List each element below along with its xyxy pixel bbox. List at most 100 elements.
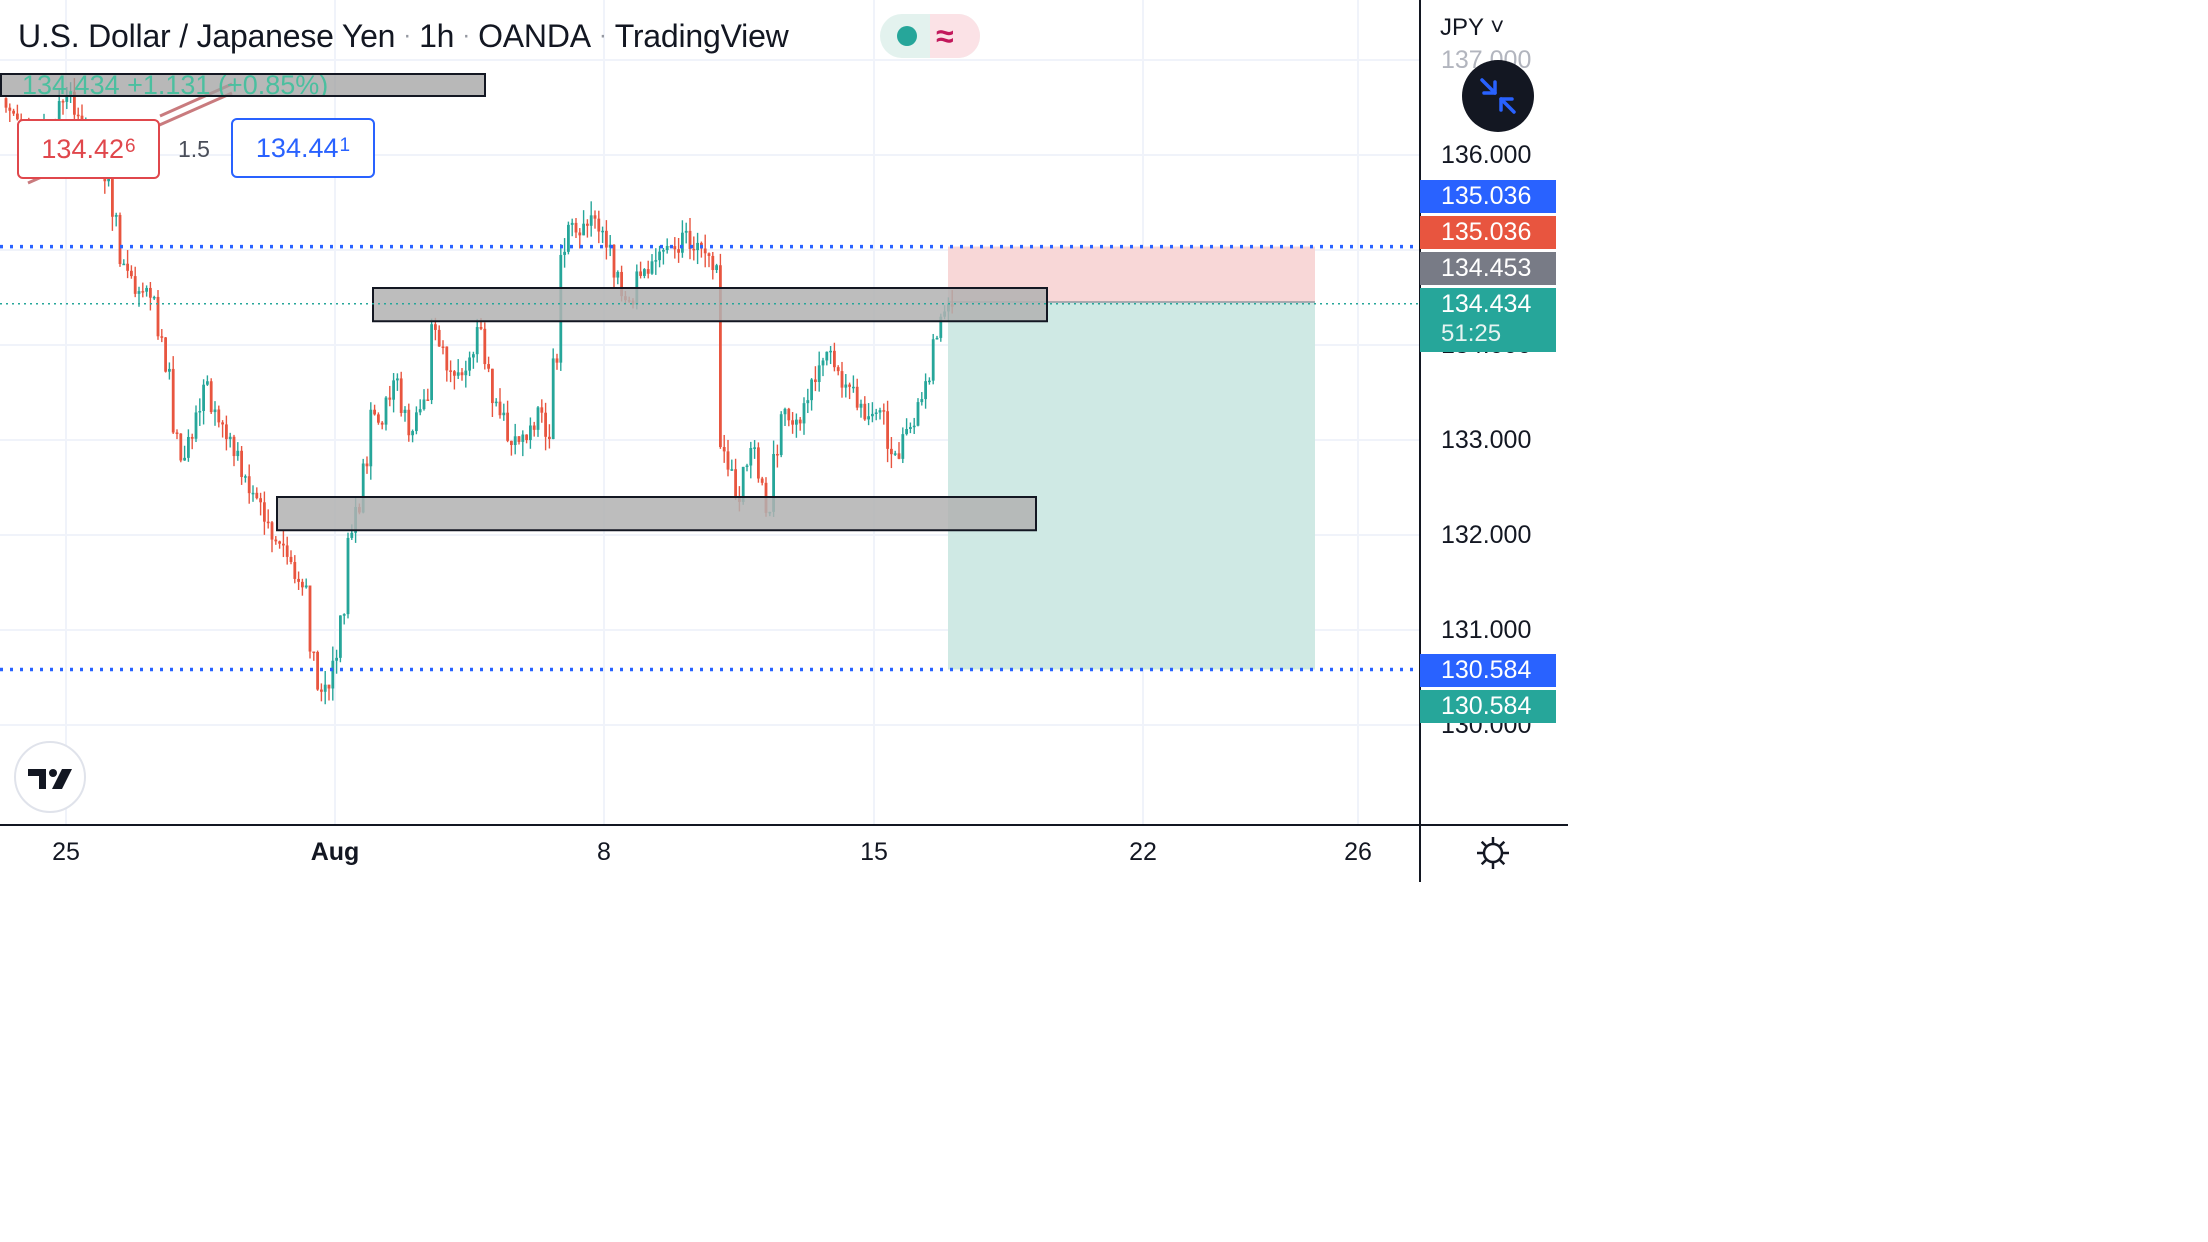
- candle: [570, 218, 574, 237]
- candle-body: [61, 101, 65, 103]
- candle: [745, 463, 749, 472]
- candle-body: [392, 380, 395, 400]
- candle-body: [437, 329, 441, 347]
- candle-body: [643, 269, 646, 276]
- candle: [601, 226, 604, 244]
- candle-body: [247, 476, 251, 494]
- candle: [589, 201, 593, 237]
- candle: [217, 405, 221, 428]
- candle: [244, 474, 247, 483]
- candle: [377, 412, 380, 425]
- candle: [107, 177, 110, 187]
- candle-body: [722, 447, 726, 452]
- candle-body: [160, 336, 164, 338]
- candle-body: [312, 651, 316, 654]
- candle: [437, 325, 441, 347]
- candle: [152, 295, 156, 301]
- candle: [578, 228, 582, 249]
- candle: [749, 441, 753, 479]
- candle: [795, 413, 798, 438]
- tradingview-logo[interactable]: [14, 741, 86, 813]
- market-open-dot-icon: [897, 26, 917, 46]
- candle-body: [122, 263, 126, 266]
- take-profit-area: [948, 301, 1315, 670]
- candle-body: [688, 230, 692, 249]
- candle-body: [597, 218, 601, 232]
- candle-body: [741, 466, 745, 502]
- price-chart[interactable]: [0, 0, 1420, 826]
- candle: [346, 532, 350, 619]
- guide-lines[interactable]: [0, 244, 1420, 672]
- candle-body: [316, 652, 319, 690]
- candle: [179, 433, 183, 463]
- candle-body: [255, 492, 259, 499]
- candle: [840, 361, 844, 398]
- candle-body: [114, 214, 118, 217]
- candle: [160, 329, 164, 343]
- candle-body: [198, 410, 202, 413]
- candle: [821, 357, 825, 377]
- candle: [798, 416, 802, 431]
- candle-body: [225, 424, 228, 440]
- candle-body: [411, 431, 414, 436]
- sell-button[interactable]: 134.42 6: [17, 119, 160, 179]
- gear-icon[interactable]: [1474, 834, 1512, 872]
- candle: [327, 684, 331, 701]
- candle-body: [217, 409, 221, 423]
- candle: [255, 487, 259, 500]
- market-status-pill[interactable]: ≈: [880, 14, 980, 58]
- candle: [897, 442, 901, 460]
- candle: [228, 432, 232, 448]
- candle: [513, 423, 517, 455]
- candle: [213, 401, 217, 426]
- candle-body: [289, 556, 293, 563]
- candle-body: [365, 463, 369, 467]
- candle: [525, 434, 528, 444]
- support-resistance-zones[interactable]: [276, 287, 1048, 532]
- symbol-header[interactable]: U.S. Dollar / Japanese Yen · 1h · OANDA …: [18, 14, 789, 58]
- candle: [886, 400, 889, 463]
- candle-body: [430, 324, 433, 401]
- candle-body: [350, 532, 354, 538]
- buy-button[interactable]: 134.44 1: [231, 118, 375, 178]
- candle: [304, 578, 308, 589]
- candle: [175, 429, 179, 440]
- candle-body: [574, 222, 578, 233]
- currency-dropdown[interactable]: JPY ˅: [1440, 14, 1505, 41]
- price-axis[interactable]: [1420, 0, 1568, 826]
- candle: [221, 420, 224, 438]
- candle: [707, 252, 711, 268]
- candle-body: [517, 436, 521, 442]
- candle-body: [331, 660, 335, 689]
- candle-body: [555, 358, 559, 363]
- price-zone: [276, 496, 1037, 532]
- candle: [893, 450, 897, 456]
- candle: [122, 259, 126, 266]
- candle-body: [806, 400, 810, 404]
- candle-body: [703, 248, 707, 254]
- candle-body: [301, 581, 304, 588]
- candle: [715, 263, 718, 274]
- candle-body: [757, 447, 760, 479]
- candle: [912, 417, 916, 435]
- candle: [502, 403, 506, 421]
- candle: [494, 398, 498, 407]
- candle: [418, 399, 422, 416]
- candle-body: [684, 230, 688, 233]
- candle: [396, 373, 399, 391]
- candle-body: [646, 269, 650, 274]
- candle-body: [491, 368, 494, 404]
- candle-body: [297, 578, 300, 582]
- candle: [650, 254, 654, 275]
- candle-body: [194, 412, 198, 439]
- candle-body: [821, 360, 825, 366]
- broker-label: OANDA: [478, 17, 591, 54]
- candle-body: [266, 521, 270, 524]
- candle: [168, 362, 171, 380]
- header-separator: ·: [462, 22, 471, 49]
- candle-body: [726, 451, 730, 470]
- candle-body: [939, 316, 943, 338]
- candle-body: [396, 378, 399, 381]
- collapse-button[interactable]: [1462, 60, 1534, 132]
- candle: [293, 555, 297, 584]
